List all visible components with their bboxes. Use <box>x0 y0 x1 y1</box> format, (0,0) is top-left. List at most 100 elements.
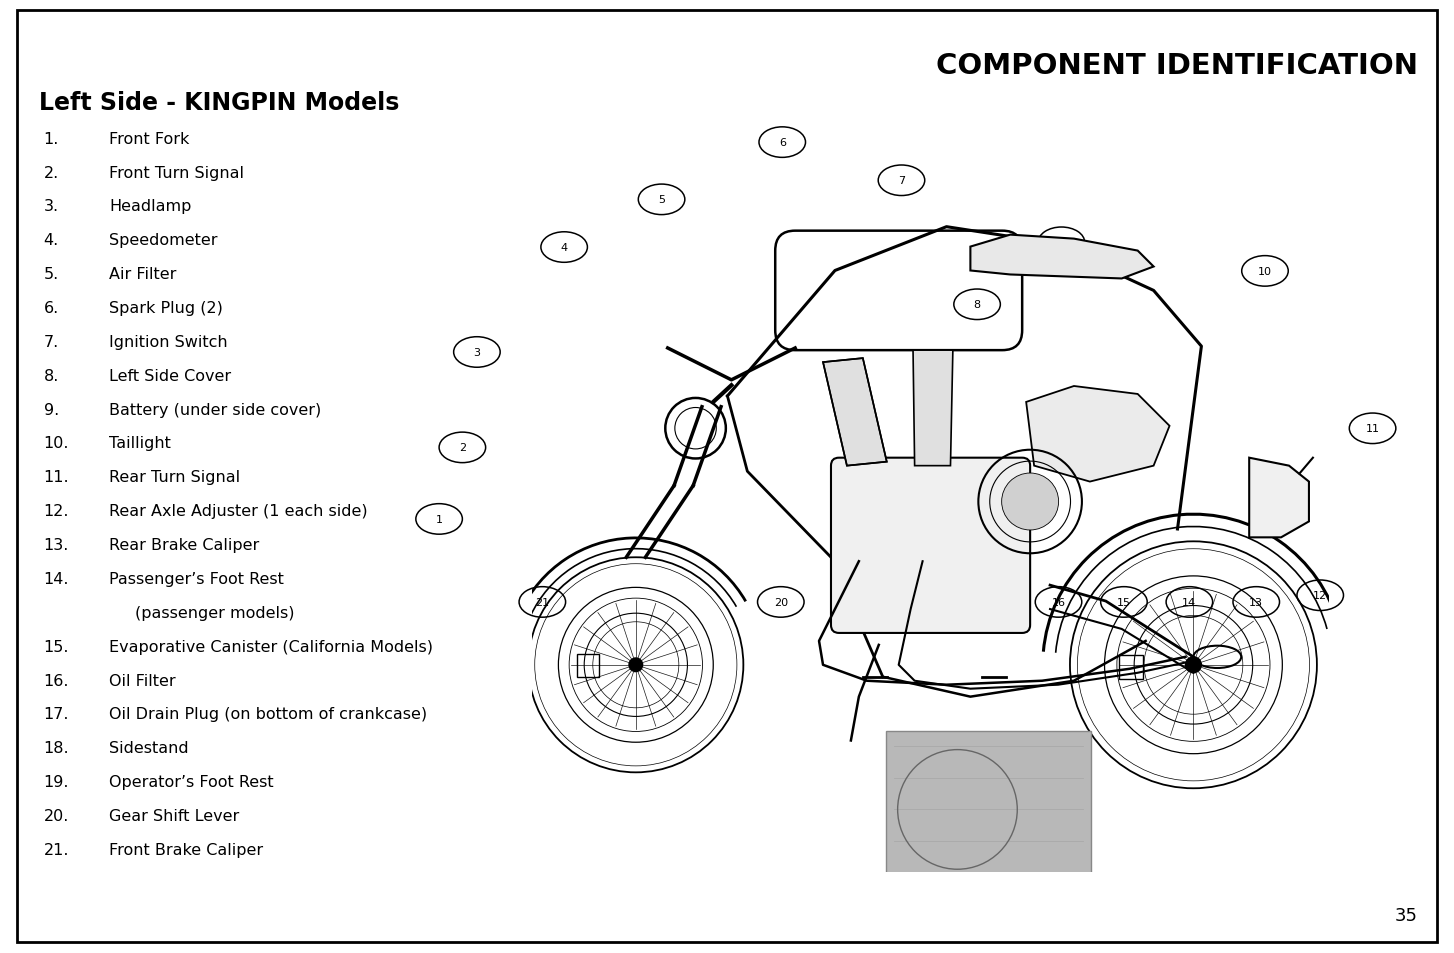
Text: Rear Axle Adjuster (1 each side): Rear Axle Adjuster (1 each side) <box>109 503 368 518</box>
Circle shape <box>759 128 806 158</box>
Text: 35: 35 <box>1394 906 1418 924</box>
Circle shape <box>439 433 486 463</box>
Text: 1: 1 <box>436 515 442 524</box>
Text: 2: 2 <box>459 443 465 453</box>
Circle shape <box>1038 228 1085 258</box>
Text: 4.: 4. <box>44 233 58 248</box>
Text: 14.: 14. <box>44 571 70 586</box>
Text: Front Turn Signal: Front Turn Signal <box>109 166 244 180</box>
Circle shape <box>878 166 925 196</box>
Circle shape <box>1166 587 1213 618</box>
Text: Air Filter: Air Filter <box>109 267 176 282</box>
Text: Speedometer: Speedometer <box>109 233 218 248</box>
Circle shape <box>519 587 566 618</box>
Text: 19: 19 <box>848 598 862 607</box>
Text: Front Brake Caliper: Front Brake Caliper <box>109 842 263 857</box>
Text: COMPONENT IDENTIFICATION: COMPONENT IDENTIFICATION <box>936 52 1418 80</box>
Text: 7.: 7. <box>44 335 58 350</box>
Text: 6: 6 <box>779 138 785 148</box>
Text: Front Fork: Front Fork <box>109 132 189 147</box>
Text: Left Side - KINGPIN Models: Left Side - KINGPIN Models <box>39 91 400 114</box>
Text: 20.: 20. <box>44 808 68 823</box>
Circle shape <box>758 587 804 618</box>
Text: 8.: 8. <box>44 368 60 383</box>
Circle shape <box>1101 587 1147 618</box>
Text: 13: 13 <box>1249 598 1264 607</box>
Text: Oil Drain Plug (on bottom of crankcase): Oil Drain Plug (on bottom of crankcase) <box>109 706 427 721</box>
Text: 16: 16 <box>1051 598 1066 607</box>
Text: 15: 15 <box>1117 598 1131 607</box>
Polygon shape <box>913 351 952 466</box>
Text: 19.: 19. <box>44 774 70 789</box>
Text: 15.: 15. <box>44 639 70 654</box>
Text: 21: 21 <box>535 598 550 607</box>
Circle shape <box>903 587 949 618</box>
Text: 2.: 2. <box>44 166 58 180</box>
Text: 12: 12 <box>1313 591 1328 600</box>
Text: 16.: 16. <box>44 673 70 688</box>
FancyBboxPatch shape <box>832 458 1029 634</box>
Circle shape <box>1349 414 1396 444</box>
Text: Gear Shift Lever: Gear Shift Lever <box>109 808 240 823</box>
Circle shape <box>1233 587 1280 618</box>
Text: 18: 18 <box>919 598 933 607</box>
Text: Spark Plug (2): Spark Plug (2) <box>109 301 222 315</box>
Polygon shape <box>823 358 887 466</box>
Text: 9.: 9. <box>44 402 58 417</box>
Text: (passenger models): (passenger models) <box>135 605 295 620</box>
Bar <box>885 731 1090 888</box>
Text: 7: 7 <box>899 176 904 186</box>
Circle shape <box>968 587 1015 618</box>
Text: 14: 14 <box>1182 598 1197 607</box>
Text: 5.: 5. <box>44 267 58 282</box>
Polygon shape <box>1027 387 1169 482</box>
Text: 13.: 13. <box>44 537 68 553</box>
Bar <box>1120 656 1143 679</box>
Text: Headlamp: Headlamp <box>109 199 192 214</box>
Circle shape <box>628 658 643 673</box>
Text: 3.: 3. <box>44 199 58 214</box>
Circle shape <box>416 504 462 535</box>
Text: Battery (under side cover): Battery (under side cover) <box>109 402 321 417</box>
Text: 18.: 18. <box>44 740 70 756</box>
Text: 11: 11 <box>1365 424 1380 434</box>
Text: 12.: 12. <box>44 503 70 518</box>
Text: 21.: 21. <box>44 842 70 857</box>
Text: Rear Brake Caliper: Rear Brake Caliper <box>109 537 259 553</box>
Circle shape <box>1035 587 1082 618</box>
Circle shape <box>954 290 1000 320</box>
Text: Operator’s Foot Rest: Operator’s Foot Rest <box>109 774 273 789</box>
Text: 6.: 6. <box>44 301 58 315</box>
Text: 11.: 11. <box>44 470 70 485</box>
Text: Ignition Switch: Ignition Switch <box>109 335 228 350</box>
Text: Sidestand: Sidestand <box>109 740 189 756</box>
Text: 20: 20 <box>774 598 788 607</box>
Text: 10: 10 <box>1258 267 1272 276</box>
Text: Evaporative Canister (California Models): Evaporative Canister (California Models) <box>109 639 433 654</box>
Polygon shape <box>1249 458 1309 537</box>
Text: 8: 8 <box>974 300 980 310</box>
Text: 17.: 17. <box>44 706 70 721</box>
Circle shape <box>1002 474 1059 531</box>
Text: Rear Turn Signal: Rear Turn Signal <box>109 470 240 485</box>
Circle shape <box>1242 256 1288 287</box>
Text: 5: 5 <box>659 195 664 205</box>
Circle shape <box>541 233 587 263</box>
Bar <box>577 655 599 677</box>
Text: 17: 17 <box>984 598 999 607</box>
Circle shape <box>832 587 878 618</box>
Polygon shape <box>970 235 1153 279</box>
Text: Oil Filter: Oil Filter <box>109 673 176 688</box>
Text: 1.: 1. <box>44 132 60 147</box>
Text: 10.: 10. <box>44 436 70 451</box>
Circle shape <box>1297 580 1343 611</box>
Text: 9: 9 <box>1059 238 1064 248</box>
Text: Left Side Cover: Left Side Cover <box>109 368 231 383</box>
Circle shape <box>1185 657 1202 674</box>
Text: 3: 3 <box>474 348 480 357</box>
Circle shape <box>638 185 685 215</box>
Text: Taillight: Taillight <box>109 436 172 451</box>
Text: Passenger’s Foot Rest: Passenger’s Foot Rest <box>109 571 284 586</box>
Text: 4: 4 <box>561 243 567 253</box>
Circle shape <box>454 337 500 368</box>
